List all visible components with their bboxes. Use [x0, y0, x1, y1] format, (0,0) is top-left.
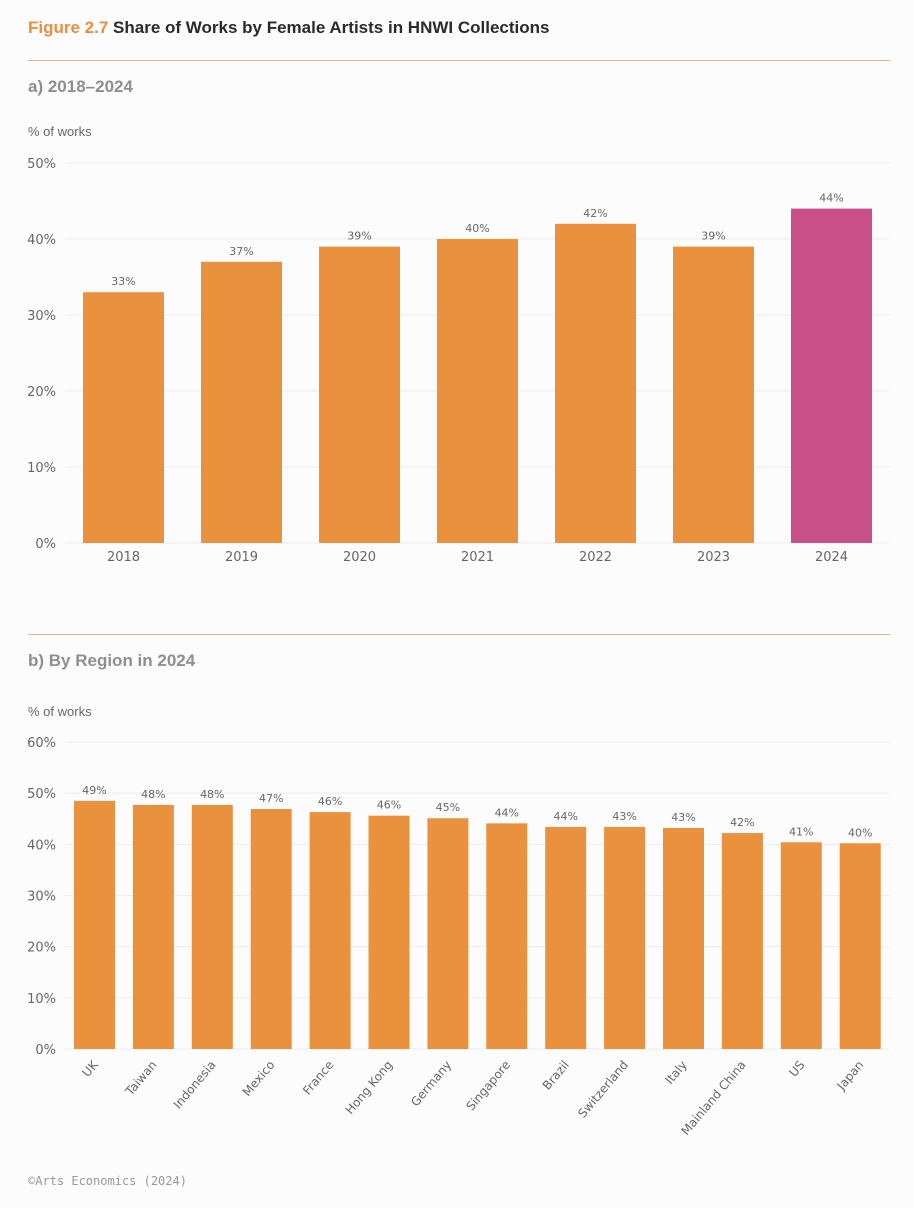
- x-tick-label: US: [786, 1058, 807, 1080]
- x-tick-label: 2023: [697, 550, 730, 565]
- data-label: 44%: [495, 806, 519, 819]
- bar-2019: [201, 261, 282, 543]
- credit: ©Arts Economics (2024): [28, 1174, 187, 1188]
- data-label: 44%: [553, 810, 577, 823]
- bar-indonesia: [191, 804, 233, 1049]
- divider: [28, 60, 890, 61]
- x-tick-label: Taiwan: [122, 1058, 160, 1099]
- data-label: 44%: [819, 192, 843, 205]
- x-tick-label: 2022: [579, 550, 612, 565]
- x-tick-label: Mexico: [240, 1058, 278, 1099]
- y-tick-label: 50%: [27, 157, 56, 172]
- data-label: 37%: [229, 245, 253, 258]
- y-tick-label: 60%: [27, 736, 56, 751]
- x-tick-label: Singapore: [463, 1058, 513, 1113]
- y-tick-label: 30%: [27, 309, 56, 324]
- data-label: 42%: [730, 816, 754, 829]
- bar-brazil: [545, 826, 587, 1049]
- figure-title-text: Share of Works by Female Artists in HNWI…: [113, 18, 550, 37]
- bar-hong-kong: [368, 815, 410, 1049]
- data-label: 39%: [701, 230, 725, 243]
- data-label: 47%: [259, 792, 283, 805]
- data-label: 48%: [141, 788, 165, 801]
- data-label: 33%: [111, 275, 135, 288]
- x-tick-label: France: [300, 1058, 336, 1098]
- bar-taiwan: [132, 804, 174, 1049]
- data-label: 43%: [671, 811, 695, 824]
- data-label: 42%: [583, 207, 607, 220]
- y-tick-label: 40%: [27, 233, 56, 248]
- bar-2018: [83, 292, 164, 543]
- y-tick-label: 40%: [27, 838, 56, 853]
- chart-a-title: a) 2018–2024: [28, 77, 133, 96]
- chart-b-title: b) By Region in 2024: [28, 651, 196, 670]
- bar-mainland-china: [721, 833, 763, 1049]
- y-tick-label: 20%: [27, 941, 56, 956]
- bar-2021: [437, 239, 518, 543]
- x-tick-label: 2024: [815, 550, 848, 565]
- bar-france: [309, 812, 351, 1049]
- x-tick-label: UK: [79, 1057, 101, 1080]
- bar-germany: [427, 818, 469, 1049]
- bar-2022: [555, 223, 636, 544]
- x-tick-label: 2018: [107, 550, 140, 565]
- x-tick-label: Brazil: [540, 1058, 572, 1093]
- y-tick-label: 0%: [35, 537, 56, 552]
- x-tick-label: Japan: [834, 1058, 867, 1093]
- bar-2024: [791, 208, 872, 543]
- bar-mexico: [250, 809, 292, 1049]
- data-label: 46%: [318, 795, 342, 808]
- y-tick-label: 30%: [27, 890, 56, 905]
- bar-switzerland: [604, 826, 646, 1049]
- y-tick-label: 10%: [27, 461, 56, 476]
- bar-italy: [663, 827, 704, 1049]
- bar-2023: [673, 246, 754, 543]
- x-tick-label: Mainland China: [678, 1058, 748, 1138]
- y-tick-label: 50%: [27, 787, 56, 802]
- figure-title: Figure 2.7 Share of Works by Female Arti…: [28, 18, 549, 38]
- chart-a-ylabel: % of works: [28, 124, 92, 139]
- x-tick-label: Germany: [408, 1058, 454, 1109]
- figure-number: Figure 2.7: [28, 18, 109, 37]
- x-tick-label: Indonesia: [171, 1058, 219, 1111]
- x-tick-label: 2021: [461, 550, 494, 565]
- y-tick-label: 10%: [27, 992, 56, 1007]
- chart-b-ylabel: % of works: [28, 704, 92, 719]
- bar-singapore: [486, 823, 528, 1049]
- x-tick-label: 2019: [225, 550, 258, 565]
- data-label: 48%: [200, 788, 224, 801]
- x-tick-label: Italy: [662, 1058, 689, 1087]
- y-tick-label: 20%: [27, 385, 56, 400]
- data-label: 41%: [789, 825, 813, 838]
- bar-uk: [74, 800, 115, 1049]
- x-tick-label: Hong Kong: [343, 1058, 396, 1117]
- data-label: 45%: [436, 801, 460, 814]
- data-label: 40%: [465, 222, 489, 235]
- y-tick-label: 0%: [35, 1043, 56, 1058]
- data-label: 40%: [848, 826, 872, 839]
- bar-japan: [839, 843, 881, 1049]
- divider: [28, 634, 890, 635]
- x-tick-label: Switzerland: [575, 1058, 631, 1121]
- data-label: 39%: [347, 230, 371, 243]
- x-tick-label: 2020: [343, 550, 376, 565]
- data-label: 43%: [612, 810, 636, 823]
- data-label: 49%: [82, 784, 106, 797]
- bar-2020: [319, 246, 400, 543]
- bar-us: [780, 842, 822, 1049]
- data-label: 46%: [377, 799, 401, 812]
